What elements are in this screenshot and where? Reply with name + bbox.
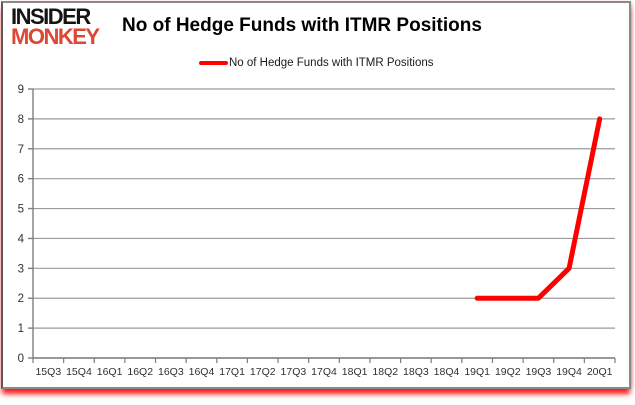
legend: No of Hedge Funds with ITMR Positions (199, 57, 434, 69)
x-tick-label: 17Q2 (250, 366, 276, 378)
axes (32, 89, 615, 359)
x-tick-label: 17Q1 (219, 366, 245, 378)
legend-label: No of Hedge Funds with ITMR Positions (229, 57, 434, 69)
x-tick-label: 17Q4 (311, 366, 337, 378)
x-tick-label: 17Q3 (281, 366, 307, 378)
x-tick-label: 15Q4 (66, 366, 92, 378)
y-tick-label: 2 (18, 293, 24, 305)
x-tick-label: 15Q3 (35, 366, 61, 378)
x-tick-label: 16Q4 (189, 366, 215, 378)
x-tick-label: 18Q4 (434, 366, 460, 378)
x-tick-label: 16Q1 (97, 366, 123, 378)
y-tick-label: 3 (18, 263, 24, 275)
series-line (474, 116, 603, 301)
y-tick-label: 6 (18, 174, 24, 186)
y-tick-label: 0 (18, 353, 24, 365)
x-tick-label: 16Q3 (158, 366, 184, 378)
x-tick-label: 18Q1 (342, 366, 368, 378)
x-tick-label: 20Q1 (587, 366, 613, 378)
x-axis-ticks-labels: 15Q3 15Q4 16Q1 16Q2 16Q3 16Q4 17Q1 17Q2 17Q3 17Q4… (32, 358, 616, 378)
x-tick-label: 19Q1 (464, 366, 490, 378)
x-tick-label: 19Q3 (526, 366, 552, 378)
x-tick-label: 18Q2 (372, 366, 398, 378)
x-tick-label: 16Q2 (127, 366, 153, 378)
legend-line-icon (199, 61, 228, 65)
y-tick-label: 4 (18, 233, 25, 245)
x-tick-label: 18Q3 (403, 366, 429, 378)
line-chart-plot: 0 1 2 3 4 5 6 7 8 9 15Q3 15Q4 16Q1 16Q2 16Q3 16Q4 17Q1 17… (18, 84, 616, 378)
gridlines (33, 88, 615, 359)
y-tick-label: 7 (18, 144, 24, 156)
y-tick-label: 5 (18, 204, 24, 216)
y-tick-label: 8 (18, 114, 24, 126)
y-axis-ticks-labels: 0 1 2 3 4 5 6 7 8 9 (18, 84, 33, 365)
x-tick-label: 19Q2 (495, 366, 521, 378)
chart-card: INSIDER MONKEY No of Hedge Funds with IT… (1, 1, 631, 389)
logo-text-insider: INSIDER (11, 4, 91, 29)
insider-monkey-logo: INSIDER MONKEY (11, 4, 100, 50)
logo-text-monkey: MONKEY (11, 24, 100, 50)
y-tick-label: 1 (18, 323, 24, 335)
x-tick-label: 19Q4 (556, 366, 582, 378)
y-tick-label: 9 (18, 84, 24, 96)
chart-title: No of Hedge Funds with ITMR Positions (122, 15, 482, 36)
